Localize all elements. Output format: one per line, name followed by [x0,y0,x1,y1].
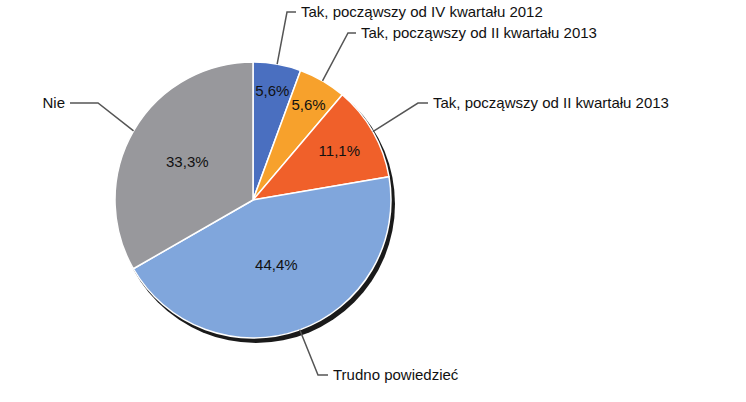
leader-line [70,103,134,131]
data-label: 33,3% [166,153,209,170]
leader-line [323,33,357,81]
category-label: Tak, począwszy od IV kwartału 2012 [301,3,543,20]
category-label: Tak, począwszy od II kwartału 2013 [361,24,597,41]
data-label: 11,1% [319,142,360,159]
data-label: 44,4% [255,256,298,273]
category-label: Nie [42,94,65,111]
data-label: 5,6% [291,96,325,113]
leader-line [373,103,428,132]
data-label: 5,6% [255,82,289,99]
category-label: Tak, począwszy od II kwartału 2013 [433,94,669,111]
chart: 5,6% Tak, począwszy od IV kwartału 2012 5,… [0,0,746,402]
pie-slice [115,62,253,269]
labels: 5,6% Tak, począwszy od IV kwartału 2012 5,… [42,3,668,383]
category-label: Trudno powiedzieć [333,366,459,383]
leader-line [300,330,328,375]
slices [115,62,391,338]
leader-line [277,12,296,64]
